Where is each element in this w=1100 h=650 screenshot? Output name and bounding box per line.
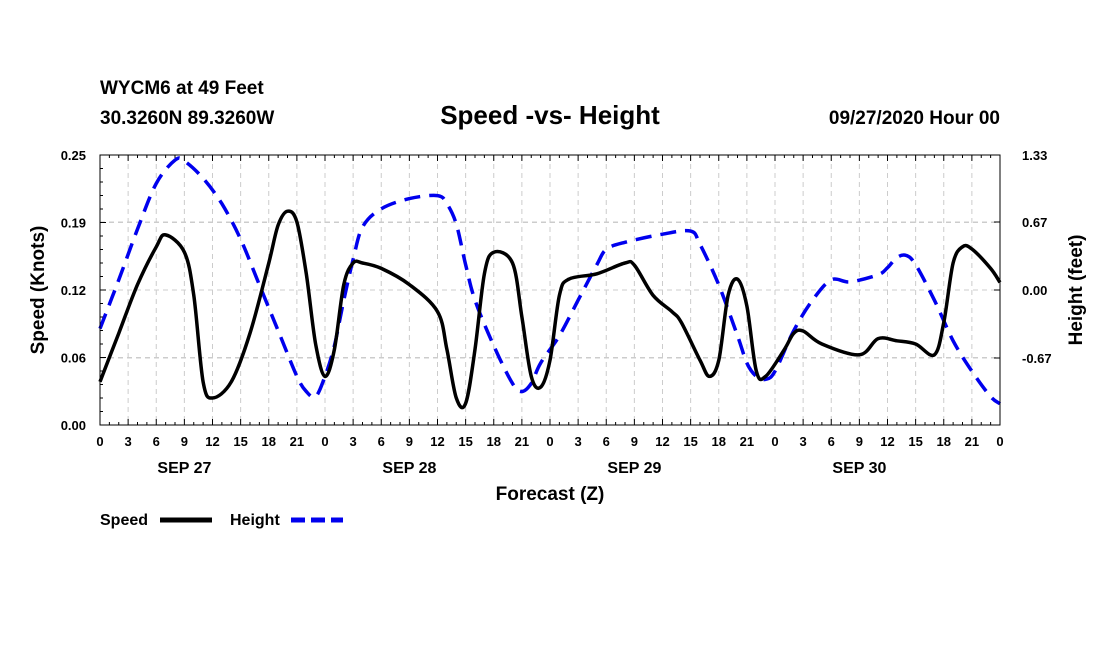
day-label: SEP 29: [607, 460, 661, 477]
legend-height-label: Height: [230, 512, 280, 529]
x-tick-label: 21: [290, 434, 304, 449]
x-axis-title: Forecast (Z): [496, 484, 605, 505]
legend-speed-label: Speed: [100, 512, 148, 529]
day-label: SEP 28: [382, 460, 436, 477]
x-tick-label: 21: [740, 434, 754, 449]
x-tick-label: 0: [771, 434, 778, 449]
x-tick-label: 18: [487, 434, 501, 449]
station-label: WYCM6 at 49 Feet: [100, 78, 264, 99]
coords-label: 30.3260N 89.3260W: [100, 108, 274, 129]
x-tick-label: 12: [655, 434, 669, 449]
x-tick-label: 0: [96, 434, 103, 449]
x-tick-label: 15: [233, 434, 247, 449]
x-tick-label: 18: [937, 434, 951, 449]
grid-lines: [100, 154, 1000, 425]
series-lines: [98, 156, 1002, 410]
x-tick-label: 6: [828, 434, 835, 449]
x-tick-label: 6: [603, 434, 610, 449]
x-tick-label: 3: [575, 434, 582, 449]
y-left-tick-label: 0.00: [61, 418, 86, 433]
series-line-speed: [98, 209, 1002, 410]
x-tick-label: 21: [515, 434, 529, 449]
x-tick-label: 12: [430, 434, 444, 449]
legend: Speed Height: [100, 512, 343, 529]
y-left-tick-label: 0.19: [61, 216, 86, 231]
x-tick-label: 0: [546, 434, 553, 449]
x-tick-label: 15: [908, 434, 922, 449]
day-label: SEP 27: [157, 460, 211, 477]
day-label: SEP 30: [832, 460, 886, 477]
y-right-tick-label: 0.67: [1022, 215, 1047, 230]
x-tick-label: 12: [880, 434, 894, 449]
x-tick-label: 18: [262, 434, 276, 449]
y-left-tick-label: 0.12: [61, 283, 86, 298]
y-right-tick-label: -0.67: [1022, 351, 1052, 366]
x-tick-label: 0: [996, 434, 1003, 449]
y-left-tick-label: 0.06: [61, 351, 86, 366]
x-tick-label: 12: [205, 434, 219, 449]
x-tick-label: 3: [125, 434, 132, 449]
y-left-tick-label: 0.25: [61, 148, 86, 163]
x-tick-label: 6: [378, 434, 385, 449]
tick-labels: 0 3 6 9 12 15 18 21 0 3 6 9 12 15 18 21 0 3 6 9 12 15 18 21 0 3 6 9…: [61, 148, 1052, 477]
x-tick-label: 18: [712, 434, 726, 449]
x-tick-label: 3: [350, 434, 357, 449]
x-tick-label: 21: [965, 434, 979, 449]
y-right-tick-label: 0.00: [1022, 283, 1047, 298]
x-tick-label: 3: [800, 434, 807, 449]
y-right-axis-title: Height (feet): [1066, 235, 1087, 346]
datetime-label: 09/27/2020 Hour 00: [829, 108, 1000, 129]
axis-ticks: [99, 154, 1001, 426]
chart-title: Speed -vs- Height: [440, 100, 660, 130]
y-left-axis-title: Speed (Knots): [28, 226, 49, 355]
series-line-height: [98, 156, 1002, 406]
x-tick-label: 9: [406, 434, 413, 449]
y-right-tick-label: 1.33: [1022, 148, 1047, 163]
x-tick-label: 9: [181, 434, 188, 449]
x-tick-label: 6: [153, 434, 160, 449]
x-tick-label: 15: [683, 434, 697, 449]
x-tick-label: 15: [458, 434, 472, 449]
x-tick-label: 9: [631, 434, 638, 449]
x-tick-label: 9: [856, 434, 863, 449]
x-tick-label: 0: [321, 434, 328, 449]
